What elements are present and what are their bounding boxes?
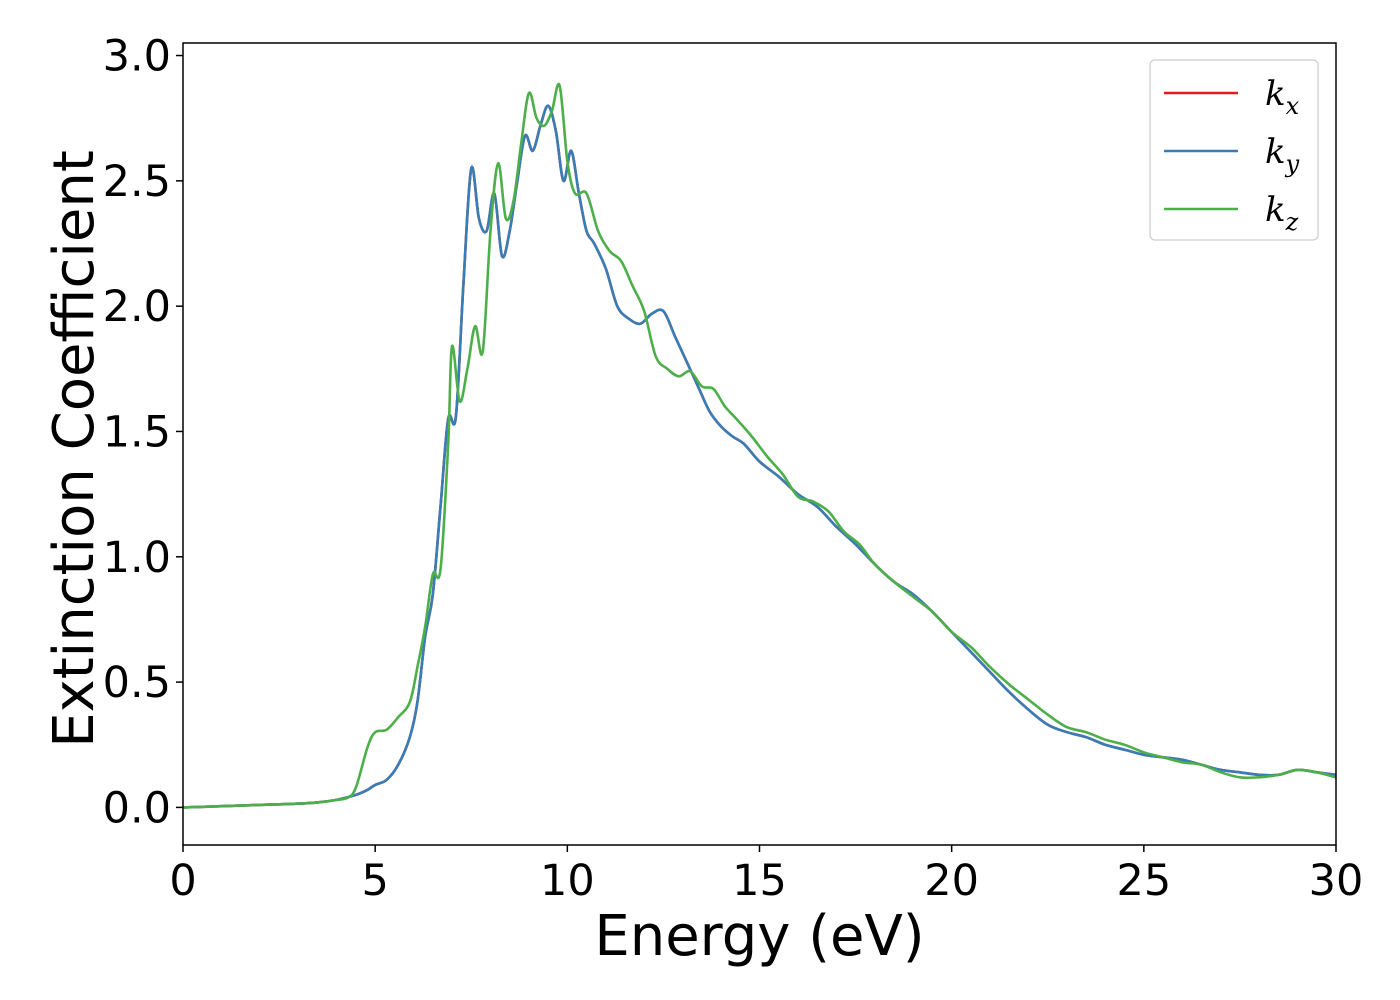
y-axis-title: Extinction Coefficient [42,150,107,748]
y-tick-label: 3.0 [103,32,171,82]
y-tick-label: 0.5 [103,658,171,708]
legend-label-ky: ky [1265,132,1300,178]
y-tick-label: 1.0 [103,533,171,583]
x-tick-label: 15 [732,856,787,906]
x-axis-title: Energy (eV) [594,904,924,969]
x-tick-label: 30 [1309,856,1364,906]
legend-label-subscript: z [1285,208,1299,236]
y-tick-label: 2.0 [103,282,171,332]
x-tick-label: 20 [924,856,979,906]
series-line-kz [183,82,1336,809]
legend-label-base: k [1265,190,1286,230]
x-tick-label: 5 [361,856,388,906]
series-line-ky [183,104,1336,809]
legend-label-subscript: x [1286,92,1300,120]
series-layer [183,82,1336,809]
legend-label-base: k [1265,74,1286,114]
y-tick-label: 2.5 [103,157,171,207]
x-axis-ticks: 0 5 10 15 20 25 30 [169,845,1363,906]
legend-label-base: k [1265,132,1286,172]
y-axis-ticks: 0.0 0.5 1.0 1.5 2.0 2.5 3.0 [103,32,183,833]
legend-label-kz: kz [1265,190,1299,236]
legend-label-kx: kx [1265,74,1300,120]
x-tick-label: 25 [1116,856,1171,906]
x-tick-label: 10 [540,856,595,906]
y-tick-label: 1.5 [103,407,171,457]
legend-label-subscript: y [1285,150,1300,178]
y-tick-label: 0.0 [103,783,171,833]
x-tick-label: 0 [169,856,196,906]
